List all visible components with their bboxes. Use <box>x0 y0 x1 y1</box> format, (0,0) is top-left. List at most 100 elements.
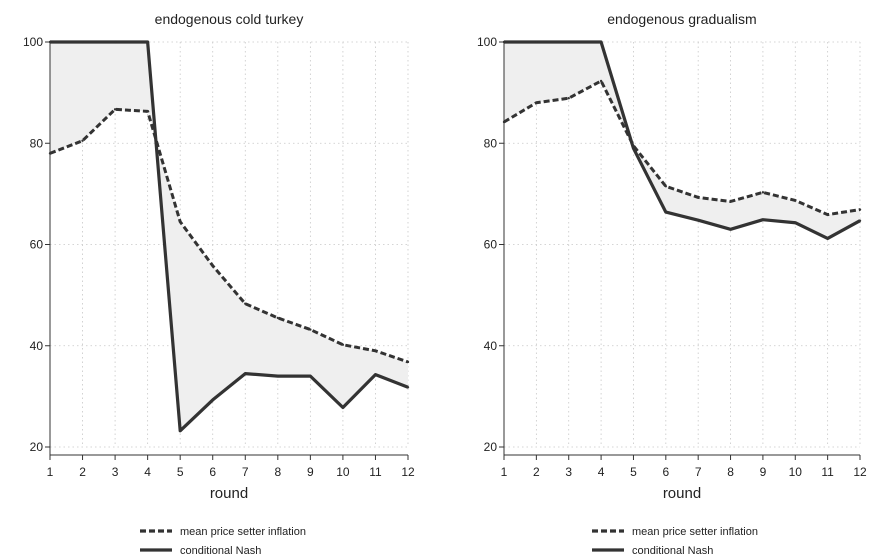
data-point <box>535 40 538 44</box>
data-point <box>341 406 345 409</box>
x-tick-label: 2 <box>79 465 86 479</box>
data-point <box>696 219 700 222</box>
data-point <box>858 219 862 222</box>
x-tick-label: 6 <box>662 465 669 479</box>
x-tick-label: 5 <box>630 465 637 479</box>
data-point <box>309 328 312 331</box>
data-point <box>858 208 862 211</box>
data-point <box>48 152 52 155</box>
x-axis-label: round <box>663 485 701 502</box>
y-tick-label: 80 <box>30 136 44 150</box>
x-tick-label: 7 <box>695 465 702 479</box>
x-tick-label: 11 <box>821 465 834 479</box>
data-point <box>244 302 247 305</box>
legend: mean price setter inflation conditional N… <box>592 526 758 557</box>
y-tick-label: 100 <box>23 35 43 49</box>
x-axis-label: round <box>210 485 248 502</box>
y-tick-label: 60 <box>484 238 498 252</box>
x-tick-label: 1 <box>47 465 54 479</box>
y-tick-label: 80 <box>484 136 498 150</box>
data-point <box>309 374 312 378</box>
series-line-mean-price-setter-inflation <box>49 107 409 364</box>
chart-title: endogenous cold turkey <box>155 11 304 27</box>
data-point <box>374 349 377 353</box>
data-point <box>599 40 603 44</box>
series-line-mean-price-setter-inflation <box>503 79 861 217</box>
x-tick-label: 9 <box>760 465 767 479</box>
data-point <box>729 228 732 231</box>
data-point <box>761 191 765 194</box>
data-point <box>48 40 52 44</box>
x-tick-label: 12 <box>401 465 415 479</box>
x-tick-label: 4 <box>598 465 605 479</box>
data-point <box>502 120 506 124</box>
data-point <box>81 40 84 44</box>
data-point <box>178 220 182 223</box>
x-tick-label: 7 <box>242 465 249 479</box>
y-tick-label: 20 <box>484 440 498 454</box>
data-point <box>113 108 117 111</box>
data-point <box>406 360 410 364</box>
data-point <box>729 200 732 203</box>
data-point <box>664 210 668 214</box>
legend-label: conditional Nash <box>632 545 713 557</box>
x-tick-label: 11 <box>369 465 382 479</box>
data-point <box>696 196 700 199</box>
data-point <box>826 213 829 216</box>
data-point <box>244 372 247 375</box>
legend-label: mean price setter inflation <box>632 526 758 538</box>
data-point <box>178 429 182 432</box>
y-tick-label: 40 <box>484 339 498 353</box>
data-point <box>81 139 84 142</box>
data-point <box>664 185 668 188</box>
data-point <box>276 316 280 320</box>
chart-title: endogenous gradualism <box>607 11 756 27</box>
data-point <box>276 374 280 378</box>
data-point <box>341 343 345 346</box>
x-tick-label: 6 <box>209 465 216 479</box>
x-tick-label: 10 <box>789 465 803 479</box>
series-line-conditional-nash <box>504 40 861 241</box>
data-point <box>211 264 214 267</box>
data-point <box>599 79 603 83</box>
x-tick-label: 1 <box>501 465 508 479</box>
x-tick-label: 3 <box>112 465 119 479</box>
x-tick-label: 2 <box>533 465 540 479</box>
data-point <box>146 110 149 113</box>
data-point <box>761 218 765 221</box>
data-point <box>211 398 214 402</box>
x-tick-label: 10 <box>336 465 350 479</box>
data-point <box>794 221 797 224</box>
x-tick-label: 12 <box>853 465 867 479</box>
legend: mean price setter inflation conditional N… <box>140 526 306 557</box>
y-tick-label: 100 <box>477 35 497 49</box>
x-tick-label: 9 <box>307 465 314 479</box>
legend-label: conditional Nash <box>180 545 261 557</box>
x-tick-label: 5 <box>177 465 184 479</box>
x-tick-label: 4 <box>144 465 151 479</box>
data-point <box>826 237 829 240</box>
data-point <box>146 40 149 44</box>
y-tick-label: 40 <box>30 339 44 353</box>
series-line-conditional-nash <box>50 40 409 433</box>
y-tick-label: 60 <box>30 238 44 252</box>
data-point <box>535 101 538 104</box>
data-point <box>406 386 410 389</box>
data-point <box>632 147 635 150</box>
y-tick-label: 20 <box>30 440 44 454</box>
shaded-area <box>50 42 408 431</box>
x-tick-label: 3 <box>565 465 572 479</box>
data-point <box>374 373 377 376</box>
data-point <box>794 199 797 202</box>
x-tick-label: 8 <box>727 465 734 479</box>
x-tick-label: 8 <box>274 465 281 479</box>
data-point <box>567 96 570 100</box>
shaded-area <box>504 42 860 239</box>
data-point <box>567 40 570 44</box>
data-point <box>113 40 117 44</box>
legend-label: mean price setter inflation <box>180 526 306 538</box>
